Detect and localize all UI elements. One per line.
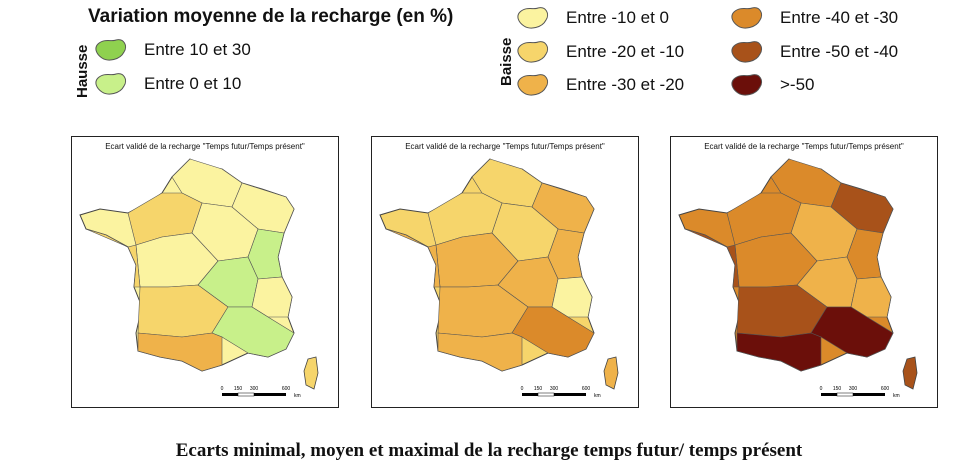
legend-label: Entre -50 et -40 (780, 42, 899, 61)
scale-tick-label: 150 (534, 386, 543, 392)
legend-item-baisse-1: Entre -10 et 0 (516, 6, 669, 30)
basin-region (385, 228, 441, 288)
scale-tick-label: 600 (582, 386, 591, 392)
legend-label: Entre -20 et -10 (566, 42, 685, 61)
corsica-region (303, 356, 319, 390)
hausse-group-label: Hausse (74, 44, 91, 98)
scale-tick-label: 150 (833, 386, 842, 392)
basin-region (684, 228, 740, 288)
scale-tick-label: 600 (282, 386, 291, 392)
scale-tick-label: 300 (250, 386, 259, 392)
basin-region (85, 228, 141, 288)
swatch-icon (517, 7, 549, 29)
basin-region (137, 332, 223, 372)
map-panel-minimal: Ecart validé de la recharge "Temps futur… (71, 136, 339, 408)
legend-label: Entre -30 et -20 (566, 75, 685, 94)
basin-region (437, 332, 523, 372)
map-panel-maximal: Ecart validé de la recharge "Temps futur… (670, 136, 938, 408)
swatch-icon (731, 41, 763, 63)
legend-label: Entre 0 et 10 (144, 74, 242, 93)
swatch-icon (731, 74, 763, 96)
legend-label: Entre -10 et 0 (566, 8, 670, 27)
scale-tick-label: 0 (820, 386, 823, 392)
map-panel-moyen: Ecart validé de la recharge "Temps futur… (371, 136, 639, 408)
legend-title: Variation moyenne de la recharge (en %) (88, 6, 454, 27)
baisse-group-label: Baisse (498, 37, 515, 86)
map-title: Ecart validé de la recharge "Temps futur… (105, 142, 305, 151)
legend-item-baisse-2: Entre -20 et -10 (516, 40, 684, 64)
scale-unit-label: km (294, 393, 301, 399)
legend-item-baisse-3: Entre -30 et -20 (516, 73, 684, 97)
swatch-icon (731, 7, 763, 29)
scale-tick-label: 300 (849, 386, 858, 392)
scale-tick-label: 0 (221, 386, 224, 392)
scale-tick-label: 600 (881, 386, 890, 392)
scale-unit-label: km (594, 393, 601, 399)
swatch-icon (517, 41, 549, 63)
scale-tick-label: 0 (521, 386, 524, 392)
swatch-icon (95, 39, 127, 61)
legend-item-baisse-6: >-50 (730, 73, 815, 97)
corsica-region (603, 356, 619, 390)
scale-unit-label: km (893, 393, 900, 399)
scale-tick-label: 300 (550, 386, 559, 392)
legend-label: Entre 10 et 30 (144, 40, 251, 59)
legend-item-hausse-2: Entre 0 et 10 (94, 72, 241, 96)
legend-item-hausse-1: Entre 10 et 30 (94, 38, 251, 62)
map-title: Ecart validé de la recharge "Temps futur… (704, 142, 904, 151)
basin-region (736, 332, 822, 372)
legend-item-baisse-5: Entre -50 et -40 (730, 40, 898, 64)
map-title: Ecart validé de la recharge "Temps futur… (405, 142, 605, 151)
legend-item-baisse-4: Entre -40 et -30 (730, 6, 898, 30)
swatch-icon (95, 73, 127, 95)
legend-label: Entre -40 et -30 (780, 8, 899, 27)
corsica-region (902, 356, 918, 390)
figure-caption: Ecarts minimal, moyen et maximal de la r… (175, 440, 803, 461)
legend-label: >-50 (780, 75, 815, 94)
swatch-icon (517, 74, 549, 96)
scale-tick-label: 150 (234, 386, 243, 392)
